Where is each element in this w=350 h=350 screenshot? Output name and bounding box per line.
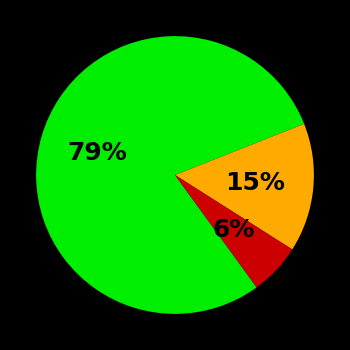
Wedge shape [175, 175, 292, 287]
Wedge shape [175, 124, 314, 250]
Wedge shape [36, 36, 304, 314]
Text: 79%: 79% [68, 141, 127, 164]
Text: 6%: 6% [212, 218, 255, 242]
Text: 15%: 15% [225, 170, 285, 195]
